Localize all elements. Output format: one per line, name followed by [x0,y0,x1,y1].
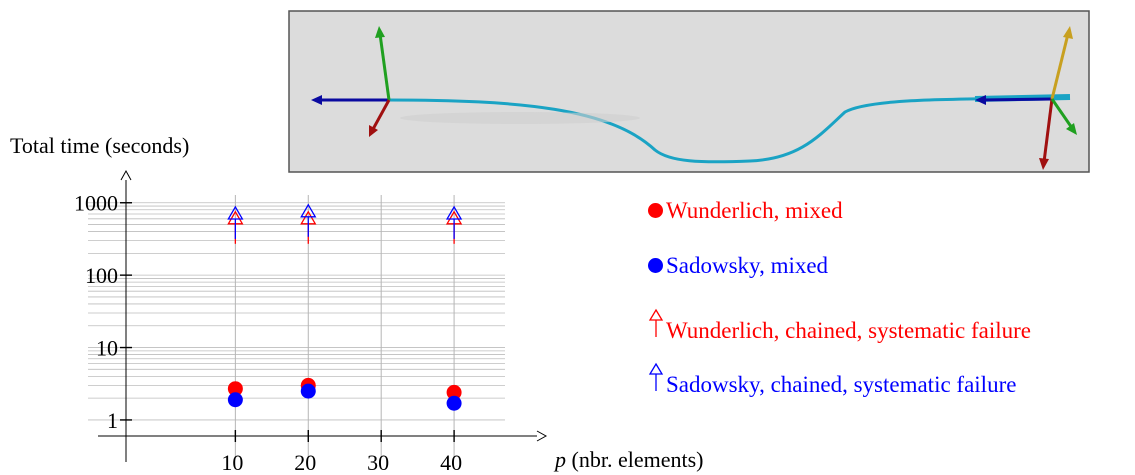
x-axis-label-var: p [553,447,566,472]
x-axis-label: p (nbr. elements) [553,447,703,472]
legend-label: Sadowsky, mixed [666,253,829,278]
y-tick-label: 100 [85,263,118,288]
ribbon-render-image [288,10,1090,173]
data-point-triangle-arrow [227,205,244,239]
data-point [227,392,243,408]
data-point [227,381,243,397]
y-axis-label: Total time (seconds) [10,133,189,158]
y-axis-arrow-icon [120,169,132,181]
grid [88,195,505,458]
x-axis-label-rest: (nbr. elements) [566,447,703,472]
legend-item-sadowsky-mixed: Sadowsky, mixed [648,254,828,277]
x-tick-label: 30 [367,450,389,475]
legend-label: Wunderlich, chained, systematic failure [666,318,1032,343]
x-tick-label: 20 [294,450,316,475]
legend-label: Wunderlich, mixed [666,198,843,223]
y-tick-label: 1 [107,408,118,433]
legend-marker-red-circle [648,203,663,218]
y-tick-label: 10 [96,336,118,361]
legend-label: Sadowsky, chained, systematic failure [666,372,1017,397]
data-point-triangle-arrow [445,205,463,239]
ticks: 1 10 100 1000 10 20 30 40 [74,191,462,475]
legend-marker-blue-triangle-icon [648,362,664,391]
x-axis-arrow-icon [536,430,548,442]
x-tick-label: 10 [221,450,243,475]
legend-marker-red-triangle-icon [648,308,664,337]
axes [98,169,548,462]
data-point [446,384,462,400]
data-marks [227,203,463,411]
x-tick-label: 40 [440,450,462,475]
legend-marker-blue-circle [648,258,663,273]
legend-item-wunderlich-mixed: Wunderlich, mixed [648,199,843,222]
data-point-triangle-arrow [300,203,317,237]
data-point [446,395,462,411]
legend-item-wunderlich-chained: Wunderlich, chained, systematic failure [648,308,1031,342]
y-tick-label: 1000 [74,191,118,216]
data-point [300,383,316,399]
legend-item-sadowsky-chained: Sadowsky, chained, systematic failure [648,362,1016,396]
